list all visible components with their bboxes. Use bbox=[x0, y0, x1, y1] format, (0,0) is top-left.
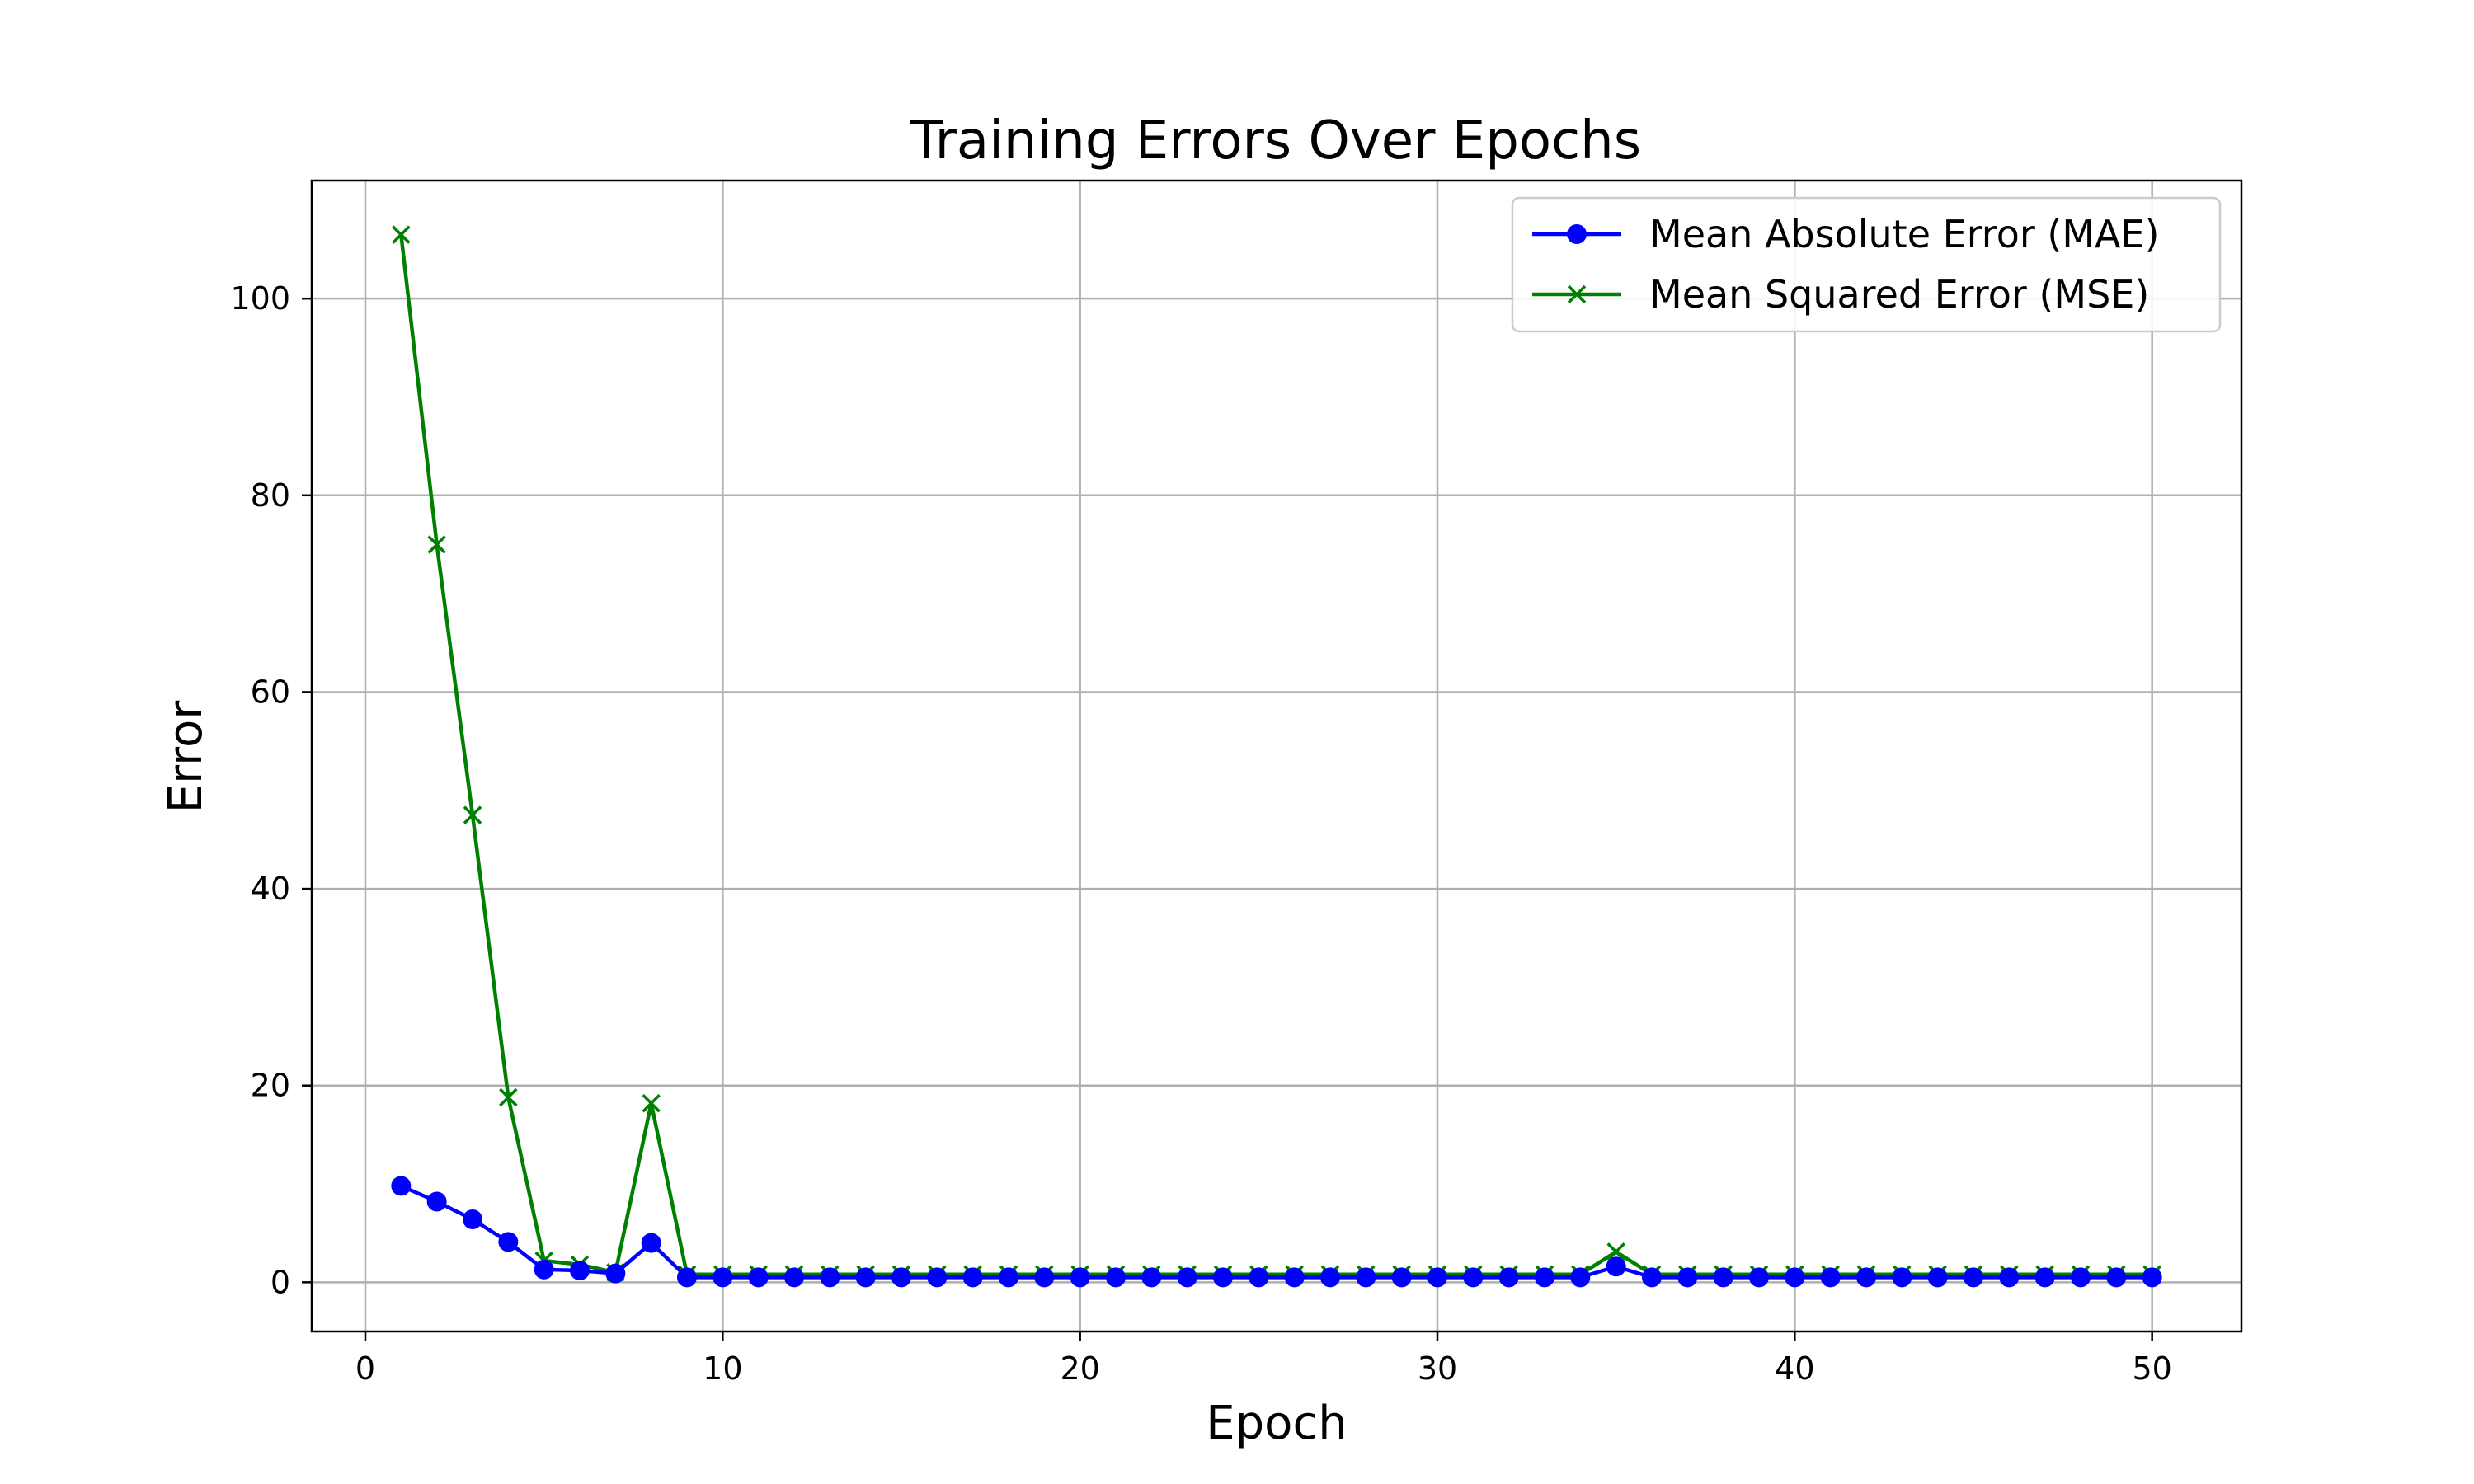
mae-point bbox=[1213, 1267, 1233, 1288]
mse-series bbox=[392, 225, 2161, 1284]
legend-mae-point bbox=[1567, 224, 1587, 244]
mae-point bbox=[748, 1267, 769, 1288]
mse-point bbox=[1606, 1242, 1625, 1261]
mae-point bbox=[1856, 1267, 1876, 1288]
mae-point bbox=[713, 1267, 733, 1288]
legend-box bbox=[1511, 196, 2222, 333]
plot-series bbox=[391, 225, 2162, 1288]
mae-point bbox=[1606, 1256, 1626, 1277]
mse-point bbox=[499, 1087, 518, 1107]
y-tick-label: 0 bbox=[270, 1264, 290, 1300]
y-axis-label: Error bbox=[159, 700, 213, 813]
y-tick-label: 60 bbox=[251, 674, 290, 710]
mae-point bbox=[1535, 1267, 1554, 1288]
mae-point bbox=[1785, 1267, 1805, 1288]
mse-point bbox=[427, 535, 446, 554]
x-tick-label: 20 bbox=[1060, 1350, 1099, 1387]
mae-point bbox=[2142, 1267, 2162, 1288]
mae-point bbox=[962, 1267, 983, 1288]
x-tick-label: 50 bbox=[2132, 1350, 2171, 1387]
legend-label: Mean Squared Error (MSE) bbox=[1649, 272, 2149, 317]
mae-point bbox=[1141, 1267, 1162, 1288]
mae-point bbox=[1463, 1267, 1484, 1288]
mae-point bbox=[1820, 1267, 1841, 1288]
mse-line bbox=[399, 234, 2152, 1277]
mae-point bbox=[498, 1232, 519, 1252]
legend-item-mse: Mean Squared Error (MSE) bbox=[1532, 272, 2149, 317]
axis-ticks: 0 10 20 30 40 50 0 20 40 60 80 100 bbox=[230, 280, 2171, 1387]
mae-point bbox=[1749, 1267, 1769, 1288]
mae-point bbox=[391, 1176, 412, 1196]
mae-point bbox=[1892, 1267, 1912, 1288]
mae-point bbox=[784, 1267, 804, 1288]
mae-point bbox=[1106, 1267, 1126, 1288]
mae-point bbox=[999, 1267, 1018, 1288]
mae-point bbox=[820, 1267, 840, 1288]
mae-point bbox=[426, 1191, 447, 1212]
mae-point bbox=[570, 1261, 590, 1281]
mse-point bbox=[463, 805, 482, 824]
legend: Mean Absolute Error (MAE) Mean Squared Er… bbox=[1511, 196, 2222, 333]
mae-point bbox=[927, 1267, 948, 1288]
mae-point bbox=[1391, 1267, 1412, 1288]
mae-point bbox=[605, 1263, 626, 1284]
grid-lines bbox=[312, 181, 2241, 1331]
x-tick-label: 30 bbox=[1418, 1350, 1457, 1387]
mae-point bbox=[1070, 1267, 1090, 1288]
mae-point bbox=[534, 1259, 554, 1280]
mae-point bbox=[1320, 1267, 1340, 1288]
mae-point bbox=[2034, 1267, 2055, 1288]
mae-point bbox=[855, 1267, 876, 1288]
mae-point bbox=[1427, 1267, 1447, 1288]
mae-point bbox=[1177, 1267, 1197, 1288]
x-tick-label: 0 bbox=[355, 1350, 375, 1387]
mae-point bbox=[463, 1209, 482, 1229]
mae-point bbox=[1498, 1267, 1519, 1288]
mae-point bbox=[1927, 1267, 1948, 1288]
mae-point bbox=[1677, 1267, 1698, 1288]
mae-point bbox=[1284, 1267, 1305, 1288]
mse-point bbox=[392, 225, 411, 244]
mae-point bbox=[1570, 1267, 1591, 1288]
mae-point bbox=[1642, 1267, 1662, 1288]
x-axis-label: Epoch bbox=[1206, 1397, 1347, 1450]
x-tick-label: 40 bbox=[1775, 1350, 1814, 1387]
mae-point bbox=[1713, 1267, 1733, 1288]
mae-point bbox=[1964, 1267, 1983, 1288]
mae-line bbox=[400, 1184, 2152, 1280]
legend-label: Mean Absolute Error (MAE) bbox=[1649, 212, 2159, 256]
mse-point bbox=[642, 1093, 661, 1113]
chart-title: Training Errors Over Epochs bbox=[910, 110, 1641, 171]
mae-point bbox=[1999, 1267, 2020, 1288]
y-tick-label: 40 bbox=[251, 871, 290, 907]
mae-point bbox=[1034, 1267, 1055, 1288]
legend-mse-point bbox=[1567, 284, 1587, 304]
mae-series bbox=[391, 1176, 2162, 1288]
mae-point bbox=[677, 1267, 697, 1288]
plot-frame bbox=[310, 179, 2243, 1333]
mae-point bbox=[641, 1233, 661, 1253]
y-tick-label: 20 bbox=[251, 1068, 290, 1104]
mae-point bbox=[2106, 1267, 2127, 1288]
x-tick-label: 10 bbox=[703, 1350, 742, 1387]
mae-point bbox=[1356, 1267, 1376, 1288]
y-tick-label: 80 bbox=[251, 477, 290, 514]
mae-point bbox=[2071, 1267, 2091, 1288]
mae-point bbox=[891, 1267, 911, 1288]
mae-point bbox=[1249, 1267, 1269, 1288]
legend-item-mae: Mean Absolute Error (MAE) bbox=[1532, 212, 2159, 256]
y-tick-label: 100 bbox=[230, 280, 290, 317]
